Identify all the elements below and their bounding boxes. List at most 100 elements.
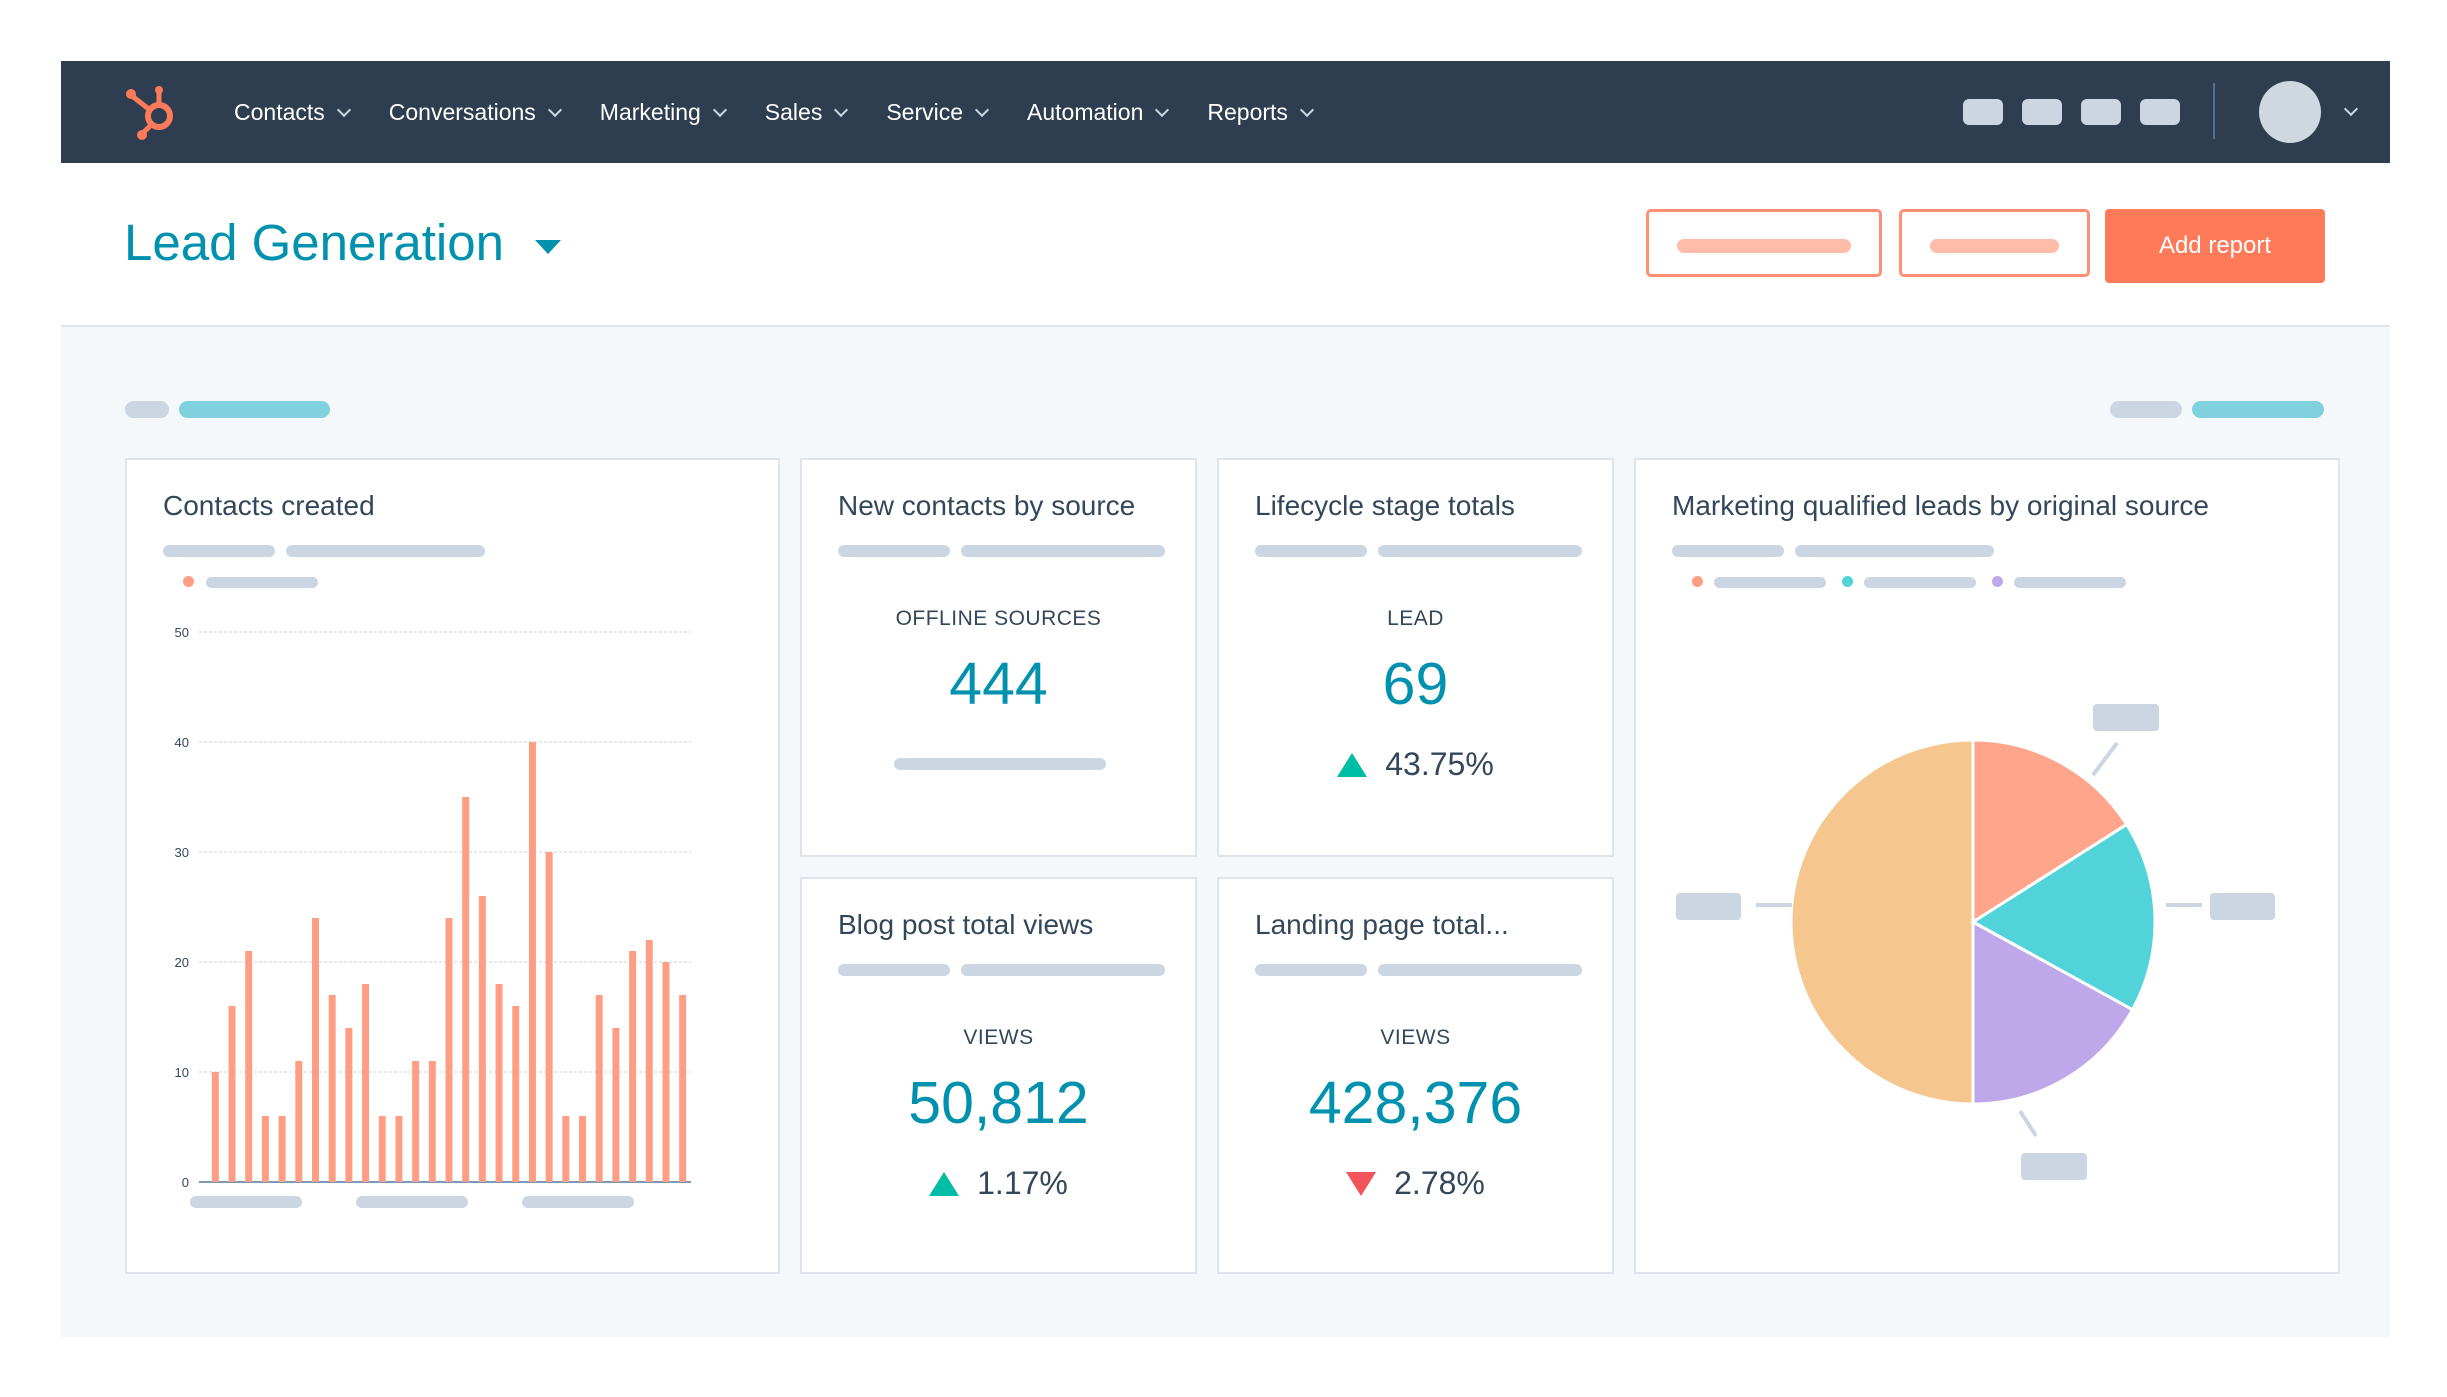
- kpi-detail-placeholder: [894, 758, 1106, 770]
- bar: [612, 1028, 620, 1182]
- add-report-button[interactable]: Add report: [2105, 209, 2325, 283]
- nav-label: Automation: [1027, 98, 1144, 125]
- nav-contacts[interactable]: Contacts: [234, 99, 351, 126]
- nav-sales[interactable]: Sales: [764, 98, 849, 126]
- nav-reports[interactable]: Reports: [1207, 98, 1315, 126]
- bar: [528, 742, 536, 1182]
- bar: [278, 1116, 286, 1182]
- lifecycle-card[interactable]: Lifecycle stage totals LEAD 69 43.75%: [1217, 458, 1614, 857]
- chevron-down-icon: [712, 102, 727, 117]
- bar: [395, 1116, 403, 1182]
- legend-placeholder: [1714, 577, 1826, 588]
- card-title: New contacts by source: [838, 490, 1136, 521]
- bar: [645, 940, 653, 1182]
- contacts-created-card[interactable]: Contacts created 0 10 20 30 40 50: [125, 458, 780, 1274]
- callout-line: [2091, 741, 2119, 777]
- subtitle-placeholder: [838, 964, 950, 976]
- avatar[interactable]: [2259, 81, 2321, 143]
- subtitle-placeholder: [961, 545, 1165, 557]
- callout-label-placeholder: [2093, 704, 2159, 731]
- nav-utility-icon[interactable]: [2022, 99, 2062, 125]
- nav-label: Service: [886, 98, 964, 125]
- nav-service[interactable]: Service: [886, 98, 990, 126]
- subtitle-placeholder: [286, 545, 485, 557]
- legend-swatch: [1842, 576, 1853, 587]
- blog-views-card[interactable]: Blog post total views VIEWS 50,812 1.17%: [800, 877, 1197, 1274]
- nav-marketing[interactable]: Marketing: [599, 98, 727, 126]
- pie-slice: [1971, 738, 2129, 925]
- chevron-down-icon[interactable]: [2343, 101, 2359, 117]
- nav-utility-icon[interactable]: [2081, 99, 2121, 125]
- bar: [512, 1006, 520, 1182]
- button-label-placeholder: [1677, 239, 1851, 253]
- nav-label: Marketing: [599, 98, 701, 125]
- kpi-label: LEAD: [1387, 607, 1444, 630]
- bar: [495, 984, 503, 1182]
- change-value: 2.78%: [1394, 1165, 1485, 1201]
- secondary-button[interactable]: [1646, 209, 1882, 277]
- y-tick-label: 50: [175, 625, 189, 640]
- secondary-button[interactable]: [1899, 209, 2090, 277]
- pie-slice: [1970, 822, 2157, 1012]
- card-title: Contacts created: [163, 490, 375, 521]
- nav-automation[interactable]: Automation: [1027, 98, 1170, 126]
- chevron-down-icon: [974, 102, 990, 117]
- nav-utility-icon[interactable]: [2140, 99, 2180, 125]
- subtitle-placeholder: [1378, 545, 1582, 557]
- nav-divider: [2213, 83, 2215, 139]
- chevron-down-icon: [834, 102, 849, 117]
- card-title: Marketing qualified leads by original so…: [1672, 490, 2209, 521]
- nav-label: Reports: [1207, 98, 1288, 125]
- filter-placeholder[interactable]: [2110, 401, 2182, 418]
- bar: [345, 1028, 353, 1182]
- subtitle-placeholder: [838, 545, 950, 557]
- new-contacts-card[interactable]: New contacts by source OFFLINE SOURCES 4…: [800, 458, 1197, 857]
- subtitle-placeholder: [1255, 545, 1367, 557]
- hubspot-sprocket-icon[interactable]: [123, 83, 183, 143]
- bar: [362, 984, 370, 1182]
- kpi-label: OFFLINE SOURCES: [895, 607, 1102, 630]
- bar: [412, 1061, 420, 1182]
- button-label-placeholder: [1930, 239, 2059, 253]
- bar: [228, 1006, 236, 1182]
- y-tick-label: 20: [175, 955, 189, 970]
- subtitle-placeholder: [961, 964, 1165, 976]
- kpi-value: 428,376: [1308, 1070, 1523, 1136]
- y-tick-label: 30: [175, 845, 189, 860]
- kpi-value: 69: [1382, 651, 1449, 717]
- bar: [445, 918, 453, 1182]
- bar: [261, 1116, 269, 1182]
- bar: [245, 951, 253, 1182]
- bar: [562, 1116, 570, 1182]
- subtitle-placeholder: [1672, 545, 1784, 557]
- caret-down-icon[interactable]: [535, 240, 561, 254]
- page-title[interactable]: Lead Generation: [124, 214, 504, 271]
- bar: [545, 852, 553, 1182]
- pie-slice: [1789, 738, 1975, 1106]
- filter-placeholder[interactable]: [125, 401, 169, 418]
- chevron-down-icon: [336, 102, 351, 117]
- trend-up-icon: [1337, 752, 1368, 777]
- axis-label-placeholder: [356, 1196, 468, 1208]
- nav-label: Sales: [764, 98, 823, 125]
- filter-link-placeholder[interactable]: [2192, 401, 2324, 418]
- landing-views-card[interactable]: Landing page total... VIEWS 428,376 2.78…: [1217, 877, 1614, 1274]
- filter-link-placeholder[interactable]: [179, 401, 330, 418]
- subtitle-placeholder: [1795, 545, 1994, 557]
- subtitle-placeholder: [163, 545, 275, 557]
- trend-up-icon: [929, 1171, 960, 1196]
- bar: [629, 951, 637, 1182]
- bar: [211, 1072, 219, 1182]
- chevron-down-icon: [1299, 102, 1315, 117]
- mql-source-card[interactable]: Marketing qualified leads by original so…: [1634, 458, 2340, 1274]
- kpi-change: 43.75%: [1219, 746, 1612, 783]
- nav-conversations[interactable]: Conversations: [388, 98, 562, 126]
- main-menu: Contacts Conversations Marketing Sales S…: [234, 61, 1352, 163]
- bar: [328, 995, 336, 1182]
- card-title: Lifecycle stage totals: [1255, 490, 1515, 521]
- callout-label-placeholder: [2021, 1153, 2087, 1180]
- legend-placeholder: [206, 577, 318, 588]
- nav-utility-icon[interactable]: [1963, 99, 2003, 125]
- nav-label: Conversations: [388, 98, 536, 125]
- pie-slice: [1971, 919, 2135, 1106]
